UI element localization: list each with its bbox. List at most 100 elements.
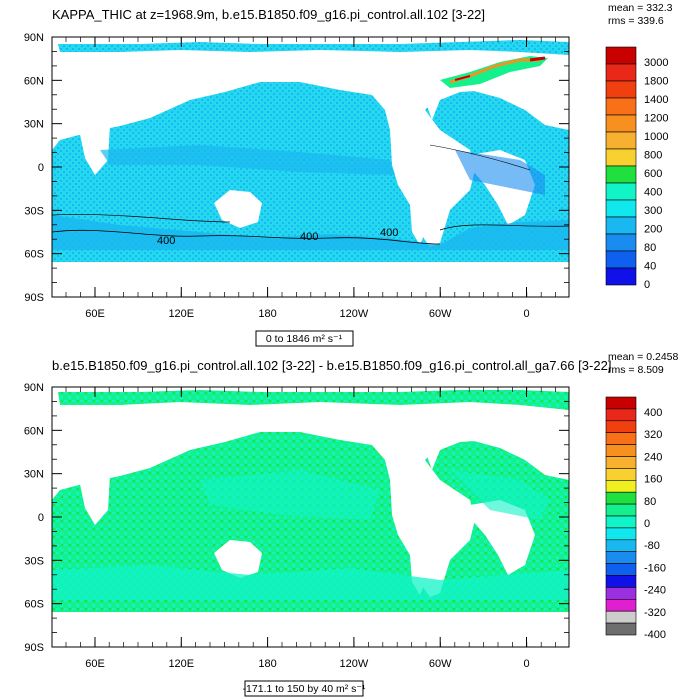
panel2-mean: mean = 0.2458	[608, 351, 679, 363]
colorbar-label: 160	[644, 474, 662, 486]
panel2-arctic	[58, 390, 569, 410]
colorbar-label: 320	[644, 429, 662, 441]
colorbar-box	[605, 396, 637, 410]
x-tick-label: 120W	[340, 658, 369, 670]
panel2-africa	[470, 500, 535, 575]
colorbar-box	[605, 165, 637, 184]
colorbar-label: 1000	[644, 131, 668, 143]
colorbar-box	[605, 622, 637, 636]
y-tick-label: 30N	[24, 469, 44, 481]
panel2-australia	[214, 540, 262, 578]
y-tick-label: 90N	[24, 382, 44, 394]
panel1-band-atlantic	[455, 150, 545, 195]
colorbar-box	[605, 233, 637, 252]
colorbar-label: 0	[644, 518, 650, 530]
colorbar-label: 200	[644, 224, 662, 236]
colorbar-label: -400	[644, 629, 666, 641]
colorbar-label: 240	[644, 451, 662, 463]
panel2-band-pacific	[200, 470, 380, 520]
x-tick-label: 120W	[340, 308, 369, 320]
x-tick-label: 180	[258, 658, 276, 670]
x-tick-label: 60W	[429, 308, 452, 320]
colorbar-box	[605, 491, 637, 505]
colorbar-label: 1800	[644, 76, 668, 88]
panel1-contour-b	[52, 214, 231, 223]
colorbar-box	[605, 420, 637, 433]
colorbar-box	[605, 80, 637, 99]
colorbar-label: 80	[644, 496, 656, 508]
y-tick-label: 30S	[24, 205, 44, 217]
panel1-india	[78, 125, 110, 175]
y-tick-label: 60N	[24, 75, 44, 87]
panel2-southamerica	[393, 508, 450, 595]
panel2-asia	[52, 410, 420, 488]
colorbar-box	[605, 97, 637, 116]
x-tick-label: 180	[258, 308, 276, 320]
colorbar-label: -160	[644, 562, 666, 574]
colorbar-label: -320	[644, 607, 666, 619]
colorbar-box	[605, 46, 637, 65]
panel2-namerica	[425, 410, 510, 470]
y-tick-label: 60N	[24, 425, 44, 437]
colorbar-box	[605, 267, 637, 286]
colorbar-box	[605, 63, 637, 82]
colorbar-label: 1400	[644, 94, 668, 106]
y-tick-label: 30S	[24, 555, 44, 567]
y-tick-label: 60S	[24, 249, 44, 261]
panel1-contour-c	[439, 224, 569, 231]
panel2-colorbar: 400 320 240 160 80 0 -80 -160 -240 -320 -400	[605, 396, 666, 641]
colorbar-label: 400	[644, 407, 662, 419]
colorbar-box	[605, 610, 637, 624]
colorbar-label: 800	[644, 150, 662, 162]
colorbar-label: 80	[644, 242, 656, 254]
panel1-band-tropics	[100, 145, 395, 175]
colorbar-box	[605, 468, 637, 481]
colorbar-box	[605, 148, 637, 167]
colorbar-box	[605, 444, 637, 457]
panel2-map	[52, 387, 569, 647]
colorbar-box	[605, 216, 637, 235]
panel1-band-southern	[52, 215, 569, 250]
panel1-map: 400 400 400	[52, 37, 569, 297]
colorbar-box	[605, 563, 637, 576]
x-tick-label: 60E	[85, 658, 105, 670]
colorbar-box	[605, 408, 637, 422]
panel1-australia	[214, 190, 262, 228]
colorbar-box	[605, 598, 637, 612]
y-tick-label: 0	[38, 162, 44, 174]
panel2-y-axis: 90N 60N 30N 0 30S 60S 90S	[24, 382, 569, 654]
panel1-contour-a	[52, 229, 441, 245]
x-tick-label: 120E	[168, 658, 194, 670]
panel2-rms: rms = 8.509	[608, 364, 664, 376]
panel1-mean: mean = 332.3	[608, 2, 673, 14]
y-tick-label: 90S	[24, 642, 44, 654]
colorbar-box	[605, 539, 637, 552]
panel1-range-box	[255, 330, 354, 347]
colorbar-label: -240	[644, 585, 666, 597]
colorbar-label: 40	[644, 261, 656, 273]
colorbar-box	[605, 199, 637, 218]
panel1-contour-label-1: 400	[157, 235, 175, 247]
x-tick-label: 120E	[168, 308, 194, 320]
colorbar-box	[605, 551, 637, 564]
colorbar-box	[605, 114, 637, 133]
panel2-india	[78, 475, 110, 525]
colorbar-label: 1200	[644, 113, 668, 125]
panel1-contour-label-3: 400	[380, 227, 398, 239]
x-tick-label: 0	[523, 308, 529, 320]
y-tick-label: 30N	[24, 119, 44, 131]
colorbar-label: 600	[644, 168, 662, 180]
panel1-hotspot	[440, 56, 548, 88]
panel2-ocean-main	[52, 432, 569, 612]
colorbar-label: -80	[644, 540, 660, 552]
panel2-band-south	[52, 565, 569, 600]
colorbar-box	[605, 479, 637, 493]
colorbar-box	[605, 575, 637, 588]
y-tick-label: 60S	[24, 599, 44, 611]
x-tick-label: 60E	[85, 308, 105, 320]
panel2-range-box	[244, 680, 364, 697]
panel1-contour-d	[429, 144, 531, 171]
colorbar-box	[605, 182, 637, 201]
